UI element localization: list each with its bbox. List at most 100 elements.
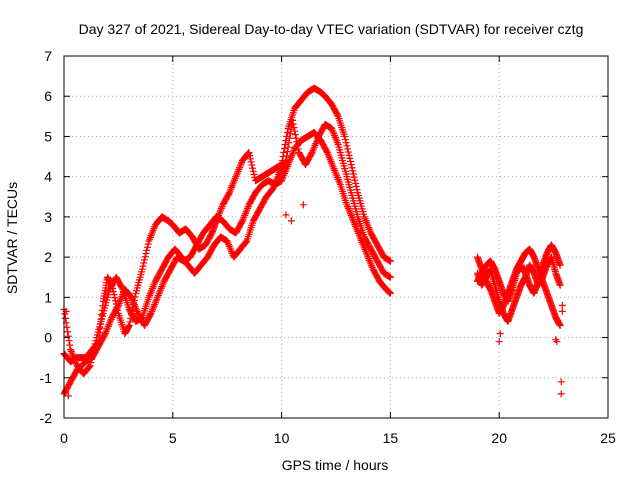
data-point-track-a [344, 145, 352, 153]
data-point-track-a [348, 164, 356, 172]
data-point-track-a [341, 136, 349, 144]
data-point-track-c [66, 341, 74, 349]
plot-frame [63, 55, 609, 419]
y-tick-label: -2 [40, 410, 53, 426]
x-axis-title: GPS time / hours [282, 457, 389, 473]
data-point-track-c [91, 340, 99, 348]
data-point-track-c [88, 352, 96, 360]
data-point-track-c [288, 116, 296, 124]
data-point-scattered [495, 338, 503, 346]
data-point-track-b [238, 218, 246, 226]
data-point-scattered [287, 217, 295, 225]
data-point-track-c [292, 134, 300, 142]
data-points [60, 84, 566, 400]
data-point-track-a [352, 179, 360, 187]
data-point-track-a [246, 152, 254, 160]
data-point-track-a [249, 167, 257, 175]
data-point-track-a [347, 157, 355, 165]
data-point-track-a [247, 158, 255, 166]
data-point-track-c [89, 349, 97, 357]
data-point-scattered [61, 388, 69, 396]
data-point-track-a [143, 243, 151, 251]
axis-ticks [63, 55, 609, 419]
data-point-scattered [299, 201, 307, 209]
data-point-track-c [64, 332, 72, 340]
data-point-track-a [245, 149, 253, 157]
data-point-track-c [90, 343, 98, 351]
data-point-track-a [344, 148, 352, 156]
data-point-track-c [65, 337, 73, 345]
data-point-scattered [558, 301, 566, 309]
x-tick-label: 5 [169, 430, 177, 446]
data-point-track-a [342, 139, 350, 147]
data-point-scattered [557, 378, 565, 386]
data-point-track-c [90, 346, 98, 354]
data-point-track-a [349, 170, 357, 178]
x-tick-label: 15 [383, 430, 399, 446]
data-point-track-a [141, 256, 149, 264]
data-point-track-a [352, 182, 360, 190]
data-point-track-a [140, 259, 148, 267]
data-point-track-b [146, 311, 154, 319]
data-point-track-a [346, 154, 354, 162]
data-point-track-a [139, 262, 147, 270]
data-point-scattered [558, 307, 566, 315]
x-tick-label: 10 [274, 430, 290, 446]
data-point-scattered [64, 392, 72, 400]
data-point-track-c [88, 355, 96, 363]
y-tick-label: 7 [44, 48, 52, 64]
data-point-track-a [144, 240, 152, 248]
y-axis-title: SDTVAR / TECUs [4, 182, 20, 294]
data-point-track-a [343, 142, 351, 150]
data-point-track-a [138, 265, 146, 273]
data-point-track-c [290, 124, 298, 132]
data-point-track-a [111, 294, 119, 302]
data-point-track-a [125, 321, 133, 329]
data-point-track-a [246, 155, 254, 163]
data-point-track-c [284, 143, 292, 151]
data-point-track-a [341, 132, 349, 140]
data-point-track-c [86, 362, 94, 370]
data-point-track-a [349, 167, 357, 175]
data-point-track-a [111, 297, 119, 305]
data-point-track-a [280, 149, 288, 157]
data-point-track-b [101, 331, 109, 339]
data-point-track-c [307, 150, 315, 158]
y-tick-label: 4 [44, 169, 52, 185]
data-point-track-c [242, 238, 250, 246]
data-point-track-c [281, 158, 289, 166]
data-point-track-c [87, 359, 95, 367]
data-point-track-a [250, 170, 258, 178]
data-point-track-d [556, 321, 564, 329]
chart-title: Day 327 of 2021, Sidereal Day-to-day VTE… [79, 21, 584, 37]
data-point-track-a [143, 246, 151, 254]
data-point-track-a [347, 161, 355, 169]
data-point-scattered [496, 330, 504, 338]
data-point-track-c [63, 323, 71, 331]
y-tick-label: 2 [44, 249, 52, 265]
data-point-track-c [283, 152, 291, 160]
data-point-track-c [294, 141, 302, 149]
y-tick-label: -1 [40, 370, 53, 386]
data-point-track-c [293, 138, 301, 146]
data-point-track-a [249, 164, 257, 172]
data-point-track-a [353, 186, 361, 194]
data-point-track-c [289, 120, 297, 128]
data-point-track-a [350, 173, 358, 181]
data-point-track-c [64, 328, 72, 336]
y-tick-label: 0 [44, 330, 52, 346]
data-point-track-a [386, 257, 394, 265]
data-point-track-b [114, 303, 122, 311]
data-point-track-f [556, 281, 564, 289]
data-point-track-b [386, 289, 394, 297]
data-point-track-c [61, 314, 69, 322]
data-point-track-a [345, 151, 353, 159]
data-point-track-c [283, 148, 291, 156]
y-tick-label: 5 [44, 128, 52, 144]
data-point-scattered [557, 390, 565, 398]
data-point-track-b [323, 147, 331, 155]
data-point-track-e [556, 261, 564, 269]
y-tick-label: 6 [44, 88, 52, 104]
data-point-track-c [294, 145, 302, 153]
